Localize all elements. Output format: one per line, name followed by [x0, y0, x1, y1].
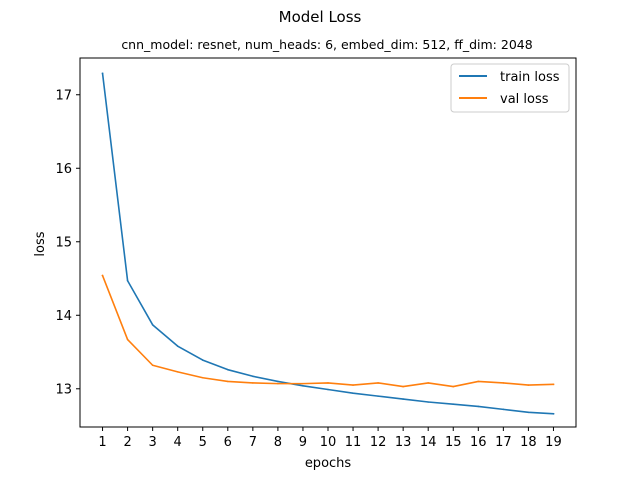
data-point-train-loss — [302, 385, 304, 387]
x-tick-label: 12 — [370, 435, 387, 450]
plot-marks — [101, 72, 555, 415]
x-tick-label: 9 — [299, 435, 307, 450]
y-tick-label: 15 — [55, 235, 72, 250]
series-line-val-loss — [101, 274, 555, 388]
data-point-val-loss — [527, 384, 530, 386]
data-point-val-loss — [552, 383, 555, 386]
data-point-val-loss — [402, 385, 404, 388]
y-axis-label: loss — [33, 231, 48, 256]
x-tick-label: 8 — [274, 435, 282, 450]
data-point-train-loss — [126, 279, 129, 282]
x-tick-label: 11 — [345, 435, 362, 450]
data-point-train-loss — [227, 368, 229, 371]
data-point-val-loss — [277, 382, 279, 385]
data-point-train-loss — [377, 395, 379, 397]
x-tick-label: 5 — [199, 435, 207, 450]
data-point-val-loss — [327, 382, 329, 384]
data-point-train-loss — [427, 401, 430, 403]
x-tick-label: 2 — [123, 435, 131, 450]
x-tick-label: 19 — [545, 435, 562, 450]
x-tick-label: 13 — [395, 435, 412, 450]
data-point-train-loss — [452, 403, 455, 406]
plot-frame — [79, 57, 577, 428]
legend-label-val-loss: val loss — [500, 92, 549, 107]
data-point-train-loss — [327, 388, 329, 391]
data-point-val-loss — [101, 274, 104, 277]
x-axis-ticks: 1 2 3 4 5 6 7 8 9 10 11 12 13 14 15 16 17 18 19 — [98, 427, 562, 450]
data-point-val-loss — [427, 382, 430, 384]
data-point-train-loss — [502, 408, 505, 411]
x-tick-label: 6 — [224, 435, 232, 450]
x-tick-label: 15 — [445, 435, 462, 450]
x-tick-label: 3 — [149, 435, 157, 450]
data-point-train-loss — [352, 392, 354, 394]
data-point-val-loss — [151, 364, 154, 367]
chart-subtitle: cnn_model: resnet, num_heads: 6, embed_d… — [121, 37, 532, 52]
x-tick-label: 16 — [470, 435, 487, 450]
data-point-val-loss — [201, 376, 204, 379]
chart-title: Model Loss — [279, 8, 362, 26]
data-point-val-loss — [452, 385, 455, 388]
data-point-val-loss — [227, 380, 229, 383]
x-tick-label: 1 — [98, 435, 106, 450]
data-point-train-loss — [552, 412, 555, 415]
data-point-train-loss — [402, 398, 404, 400]
y-tick-label: 16 — [55, 162, 72, 177]
data-point-train-loss — [201, 359, 204, 361]
x-tick-label: 10 — [320, 435, 337, 450]
x-tick-label: 18 — [520, 435, 537, 450]
data-point-val-loss — [176, 371, 179, 373]
legend-label-train-loss: train loss — [500, 70, 560, 85]
y-tick-label: 14 — [55, 309, 72, 324]
data-point-val-loss — [126, 338, 129, 341]
data-point-val-loss — [502, 382, 505, 384]
data-point-train-loss — [151, 324, 154, 326]
series-line-train-loss — [101, 72, 555, 415]
data-point-val-loss — [377, 382, 379, 384]
x-tick-label: 17 — [495, 435, 512, 450]
data-point-val-loss — [252, 382, 254, 384]
x-tick-label: 14 — [420, 435, 437, 450]
x-tick-label: 7 — [249, 435, 257, 450]
y-tick-label: 13 — [55, 382, 72, 397]
data-point-train-loss — [477, 405, 480, 408]
y-axis-ticks: 13 14 15 16 17 — [55, 88, 80, 397]
legend: train loss val loss — [450, 63, 570, 113]
x-tick-label: 4 — [174, 435, 182, 450]
data-point-val-loss — [302, 382, 304, 385]
data-point-train-loss — [252, 375, 254, 378]
data-point-val-loss — [352, 384, 354, 386]
y-tick-label: 17 — [55, 88, 72, 103]
data-point-train-loss — [176, 345, 179, 347]
data-point-train-loss — [277, 380, 279, 383]
data-point-val-loss — [477, 380, 480, 383]
data-point-train-loss — [101, 72, 104, 75]
data-point-train-loss — [527, 411, 530, 414]
x-axis-label: epochs — [305, 456, 352, 471]
